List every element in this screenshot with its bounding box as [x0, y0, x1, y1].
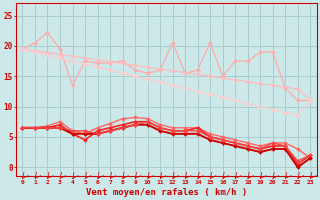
- X-axis label: Vent moyen/en rafales ( km/h ): Vent moyen/en rafales ( km/h ): [86, 188, 247, 197]
